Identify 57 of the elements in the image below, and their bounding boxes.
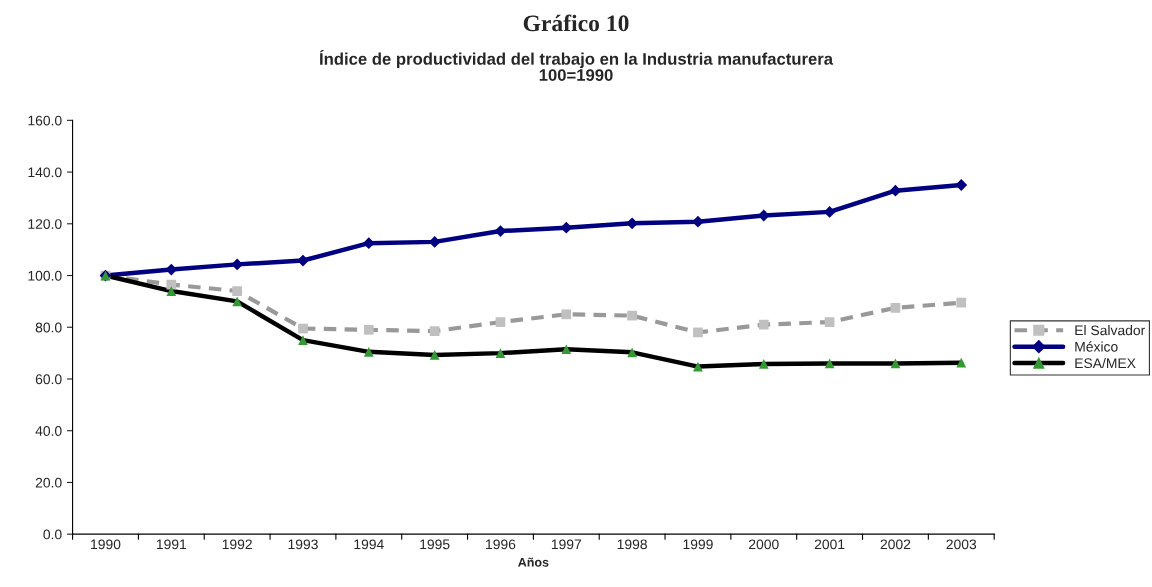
y-tick-label: 80.0	[35, 322, 62, 333]
x-tick-label: 2000	[749, 539, 779, 550]
y-tick-label: 160.0	[28, 115, 62, 126]
point	[429, 350, 440, 360]
point	[956, 297, 967, 308]
point	[166, 279, 177, 290]
point	[429, 326, 440, 336]
x-tick-label: 1993	[288, 539, 318, 550]
y-tick-label: 20.0	[35, 477, 62, 488]
y-tick-label: 100.0	[28, 270, 62, 281]
point	[561, 344, 572, 355]
point	[232, 286, 243, 296]
point	[495, 317, 506, 327]
x-tick-label: 1998	[617, 539, 647, 550]
x-tick-label: 1991	[156, 539, 187, 550]
x-tick-label: 1997	[551, 539, 582, 550]
point	[561, 309, 572, 320]
point	[956, 357, 967, 368]
y-tick-label: 40.0	[35, 426, 62, 436]
x-tick-label: 1992	[222, 539, 252, 550]
point	[363, 346, 374, 357]
x-tick-label: 1999	[683, 539, 713, 550]
point	[627, 310, 637, 321]
legend-label: México	[1075, 341, 1118, 352]
point	[824, 358, 835, 369]
point	[166, 286, 177, 296]
x-tick-label: 1994	[354, 539, 384, 550]
legend-label: ESA/MEX	[1075, 357, 1136, 369]
point	[824, 317, 835, 327]
legend-label: El Salvador	[1075, 325, 1146, 336]
point	[955, 179, 968, 191]
x-tick-label: 2001	[814, 539, 845, 550]
x-tick-label: 2003	[946, 539, 977, 550]
point	[298, 335, 308, 346]
point	[495, 348, 506, 358]
y-tick-label: 120.0	[28, 219, 62, 229]
x-tick-label: 1990	[91, 539, 121, 550]
x-tick-label: 1996	[486, 539, 516, 550]
y-tick-label: 0.0	[43, 529, 62, 540]
point	[890, 302, 901, 313]
point	[297, 254, 309, 267]
x-tick-label: 1995	[420, 539, 450, 550]
chart-title: Gráfico 10	[523, 14, 629, 32]
y-tick-label: 60.0	[35, 374, 62, 385]
chart-subtitle: Índice de productividad del trabajo en la Industria manufacturera 100=1990	[319, 49, 834, 81]
point	[363, 324, 374, 335]
point	[693, 327, 703, 338]
point	[692, 215, 704, 228]
point	[758, 319, 769, 330]
point	[890, 358, 901, 369]
x-axis-title: Años	[518, 557, 549, 567]
point	[627, 347, 637, 358]
point	[232, 296, 243, 307]
y-tick-label: 140.0	[28, 167, 62, 178]
point	[758, 359, 769, 369]
x-tick-label: 2002	[880, 539, 911, 550]
point	[298, 323, 308, 334]
